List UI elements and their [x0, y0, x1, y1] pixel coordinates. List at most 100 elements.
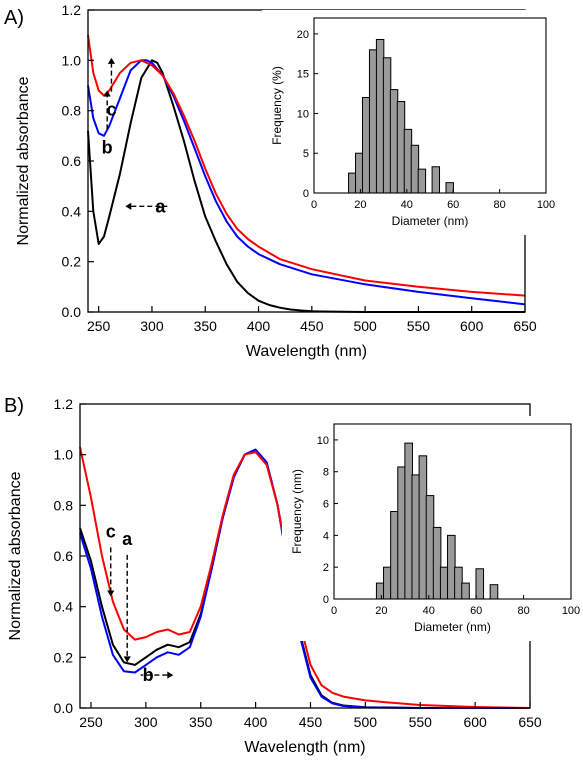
- y-tick-label: 0.6: [62, 153, 82, 169]
- inset-x-axis-title: Diameter (nm): [392, 214, 469, 228]
- annotation-c-label: c: [106, 100, 116, 120]
- series-line-b: [87, 59, 526, 306]
- x-tick-label: 400: [247, 318, 271, 334]
- x-tick-label: 300: [140, 318, 164, 334]
- x-axis-title: Wavelength (nm): [244, 739, 365, 756]
- histogram-bar: [375, 38, 385, 194]
- inset-x-tick-label: 0: [311, 199, 317, 211]
- x-tick-label: 450: [299, 714, 323, 730]
- y-tick-label: 1.2: [62, 2, 82, 18]
- histogram-bar: [411, 474, 421, 600]
- histogram-bar: [445, 182, 454, 194]
- x-tick-label: 600: [463, 714, 487, 730]
- inset-y-tick-label: 8: [323, 467, 329, 479]
- x-tick-label: 650: [518, 714, 542, 730]
- inset-y-axis-title: Frequency (%): [270, 66, 284, 145]
- inset-y-tick-label: 6: [323, 499, 329, 511]
- inset-histogram: 0 20 40 60 80 100 0 2 4 6 8 10 Diameter (nm) Frequenc…: [282, 416, 583, 641]
- inset-x-tick-label: 20: [375, 605, 387, 617]
- inset-frame: [333, 423, 572, 600]
- histogram-bar: [417, 168, 427, 194]
- y-tick-label: 1.0: [54, 447, 74, 463]
- histogram-bar: [454, 566, 463, 600]
- histogram-bar: [431, 166, 441, 194]
- histogram-bar: [375, 582, 385, 600]
- histogram-bar: [355, 152, 364, 194]
- inset-x-tick-label: 0: [331, 605, 337, 617]
- histogram-bar: [432, 526, 442, 600]
- y-tick-label: 0.6: [54, 548, 74, 564]
- histogram-bar: [390, 511, 399, 600]
- y-tick-label: 0.8: [62, 103, 82, 119]
- inset-y-tick-label: 20: [297, 29, 309, 41]
- inset-x-tick-label: 80: [493, 199, 505, 211]
- inset-y-tick-label: 10: [317, 435, 329, 447]
- annotation-a-label: a: [122, 529, 133, 549]
- x-axis-title: Wavelength (nm): [246, 343, 367, 360]
- inset-x-tick-label: 40: [401, 199, 413, 211]
- annotation-c-label: c: [106, 521, 116, 541]
- x-tick-label: 500: [353, 318, 377, 334]
- x-tick-label: 400: [244, 714, 268, 730]
- series-line-c: [79, 446, 531, 709]
- chart-panel-a: 250 300 350 400 450 500 550 600 6500.00.20.40.60…: [15, 2, 560, 360]
- x-tick-label: 450: [300, 318, 324, 334]
- inset-y-tick-label: 2: [323, 562, 329, 574]
- inset-y-tick-label: 5: [303, 148, 309, 160]
- histogram-bar: [425, 495, 435, 600]
- x-tick-label: 250: [87, 318, 111, 334]
- y-axis-title: Normalized absorbance: [15, 76, 32, 245]
- y-tick-label: 1.2: [54, 396, 74, 412]
- y-tick-label: 0.0: [54, 700, 74, 716]
- histogram-bar: [418, 455, 428, 600]
- inset-y-axis-title: Frequency (nm): [290, 469, 304, 554]
- x-tick-label: 600: [460, 318, 484, 334]
- annotation-b-arrow-head: [103, 90, 111, 97]
- annotation-a-arrow-head: [125, 202, 132, 210]
- y-tick-label: 0.4: [62, 203, 82, 219]
- histogram-bar: [404, 442, 413, 600]
- inset-y-tick-label: 4: [323, 530, 329, 542]
- annotation-b-arrow-head: [167, 671, 174, 679]
- x-tick-label: 500: [354, 714, 378, 730]
- inset-background: [262, 10, 560, 235]
- histogram-bar: [461, 582, 470, 600]
- inset-x-tick-label: 80: [517, 605, 529, 617]
- histogram-bar: [396, 101, 406, 194]
- histogram-bar: [361, 97, 371, 194]
- histogram-bar: [410, 144, 420, 194]
- histogram-bar: [348, 172, 357, 194]
- histogram-bar: [403, 128, 413, 194]
- inset-x-tick-label: 20: [354, 199, 366, 211]
- x-tick-label: 550: [409, 714, 433, 730]
- histogram-bar: [475, 568, 485, 600]
- annotation-b-label: b: [102, 137, 113, 157]
- inset-x-tick-label: 100: [562, 605, 580, 617]
- histogram-bar: [382, 57, 392, 194]
- histogram-bar: [383, 566, 392, 600]
- panel-label-a: A): [4, 7, 24, 29]
- inset-y-tick-label: 0: [303, 188, 309, 200]
- annotation-b-label: b: [143, 665, 154, 685]
- x-tick-label: 250: [79, 714, 103, 730]
- y-tick-label: 0.8: [54, 497, 74, 513]
- panel-label-b: B): [4, 395, 24, 417]
- inset-frame: [313, 17, 547, 194]
- x-tick-label: 300: [134, 714, 158, 730]
- inset-y-tick-label: 15: [297, 69, 309, 81]
- y-axis-title: Normalized absorbance: [7, 471, 24, 640]
- y-tick-label: 0.4: [54, 599, 74, 615]
- inset-y-tick-label: 10: [297, 108, 309, 120]
- chart-panel-b: 250 300 350 400 450 500 550 600 6500.00.20.40.60…: [7, 396, 583, 756]
- histogram-bar: [397, 466, 406, 600]
- annotation-a-arrow-head: [123, 656, 131, 663]
- histogram-bar: [389, 89, 399, 194]
- inset-x-tick-label: 60: [470, 605, 482, 617]
- histogram-bar: [489, 584, 499, 600]
- x-tick-label: 350: [194, 318, 218, 334]
- annotation-c-arrow-head: [107, 57, 116, 64]
- y-tick-label: 1.0: [62, 52, 82, 68]
- inset-x-axis-title: Diameter (nm): [414, 620, 491, 634]
- histogram-bar: [439, 566, 449, 600]
